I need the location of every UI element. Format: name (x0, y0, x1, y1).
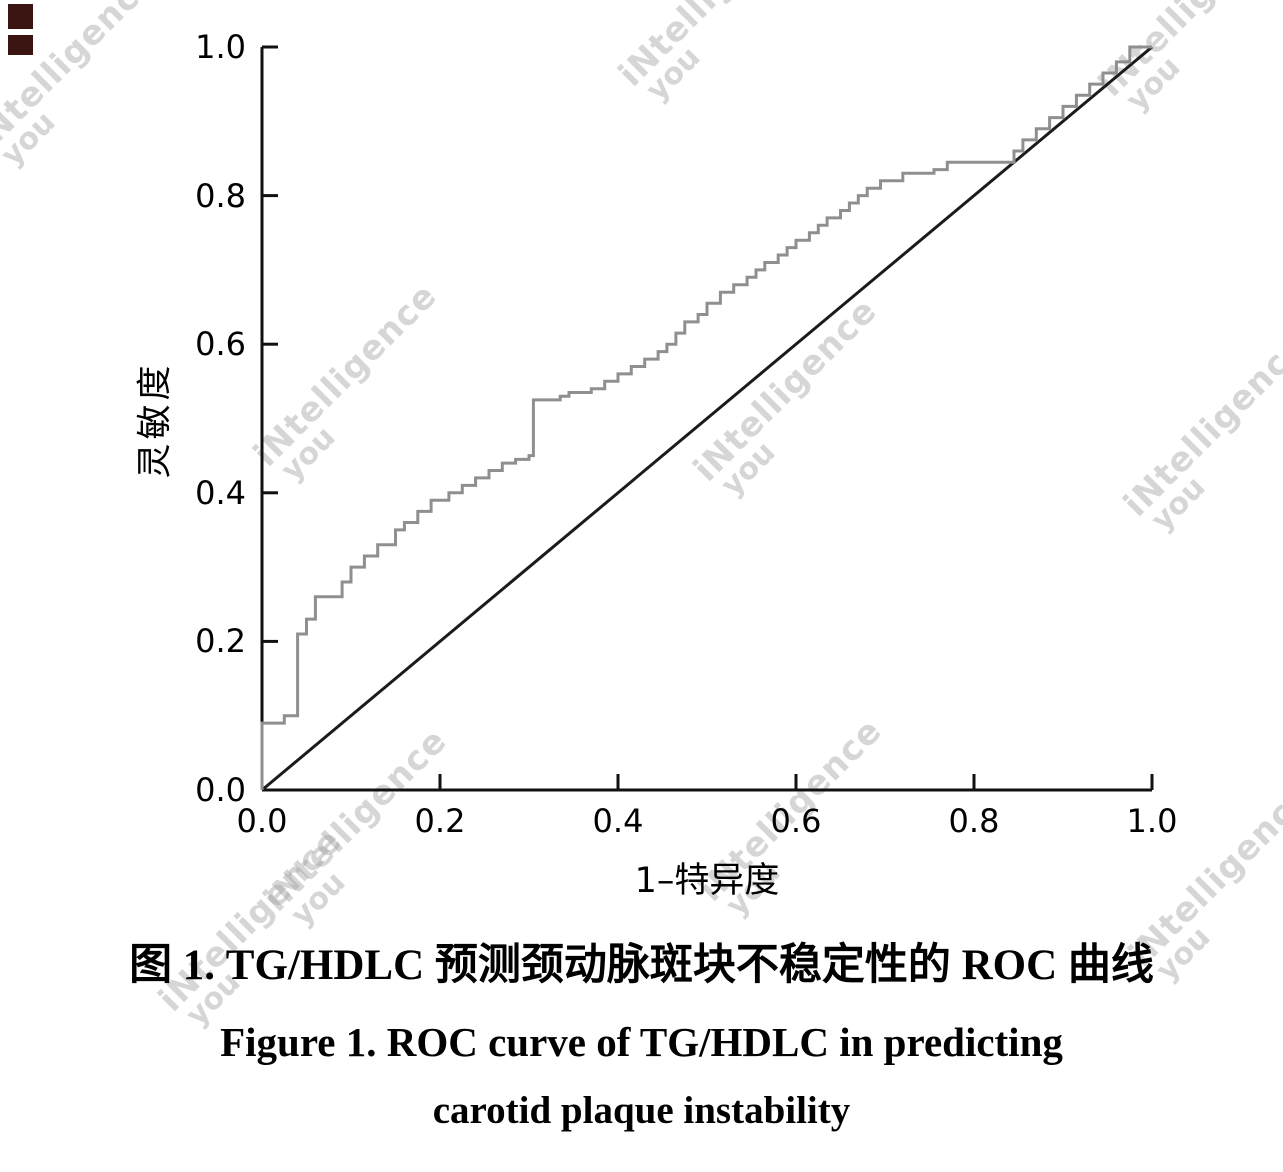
caption-english-line1: Figure 1. ROC curve of TG/HDLC in predic… (220, 1019, 1063, 1065)
y-axis-title: 灵敏度 (135, 361, 176, 479)
x-tick-label: 0.8 (948, 802, 1000, 840)
x-tick-label: 0.0 (236, 802, 288, 840)
y-tick-label: 0.4 (195, 473, 246, 512)
y-tick-label: 0.2 (195, 622, 246, 661)
caption-english-line2: carotid plaque instability (432, 1089, 851, 1132)
x-tick-label: 0.4 (592, 802, 644, 840)
y-tick-label: 0.8 (195, 176, 246, 215)
figure-caption: 图 1. TG/HDLC 预测颈动脉斑块不稳定性的 ROC 曲线 Figure … (0, 930, 1283, 1133)
page-edge-mark (8, 35, 33, 55)
caption-chinese: 图 1. TG/HDLC 预测颈动脉斑块不稳定性的 ROC 曲线 (129, 942, 1154, 989)
watermark-brand-subtext: you (1144, 470, 1213, 539)
reference-line (261, 45, 1153, 792)
x-axis-title: 1–特异度 (634, 861, 780, 901)
x-tick-label: 0.6 (770, 802, 822, 840)
y-tick-label: 0.6 (195, 325, 246, 364)
x-tick-label: 1.0 (1126, 802, 1178, 840)
roc-curve (260, 45, 1152, 790)
y-tick-label: 0.0 (195, 771, 246, 809)
y-tick-label: 1.0 (195, 28, 246, 66)
x-tick-label: 0.2 (414, 802, 466, 840)
page-edge-mark (8, 4, 33, 29)
roc-plot-area (260, 45, 1154, 792)
